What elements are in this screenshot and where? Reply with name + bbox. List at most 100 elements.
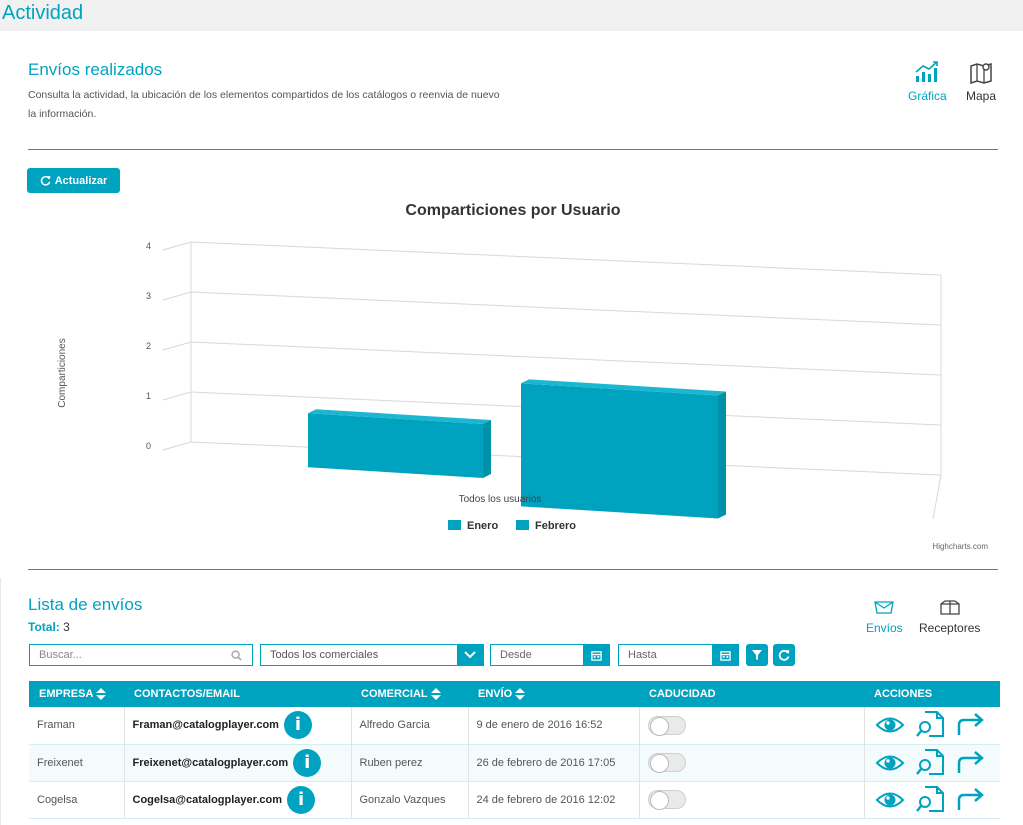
box-icon [940, 600, 960, 615]
cell-comercial: Ruben perez [351, 744, 469, 781]
y-tick-label: 1 [146, 391, 151, 401]
forward-icon [957, 787, 984, 810]
section-title: Envíos realizados [28, 60, 163, 79]
table-row: Cogelsa Cogelsa@catalogplayer.com i Gonz… [29, 781, 1000, 818]
legend-label: Enero [467, 520, 498, 532]
refresh-icon [40, 175, 51, 186]
chart-credits: Highcharts.com [932, 542, 988, 551]
date-to-input[interactable]: Hasta [618, 644, 739, 666]
document-search-icon [915, 785, 944, 812]
gridline-diagonal [162, 341, 192, 351]
panel-border [0, 578, 1, 825]
bar [521, 383, 718, 519]
expiry-toggle[interactable] [647, 790, 686, 810]
filter-icon [752, 650, 762, 660]
eye-icon [875, 717, 904, 733]
info-icon[interactable]: i [293, 748, 322, 777]
details-button[interactable] [915, 785, 945, 815]
y-tick-label: 4 [146, 241, 151, 251]
legend-label: Febrero [535, 520, 576, 532]
cell-envio: 26 de febrero de 2016 17:05 [468, 744, 640, 781]
page-title: Actividad [2, 2, 84, 24]
column-header-comercial[interactable]: COMERCIAL [351, 681, 468, 707]
view-button[interactable] [875, 714, 905, 736]
gridline [190, 341, 942, 376]
date-from-input[interactable]: Desde [490, 644, 610, 666]
column-header-acciones: ACCIONES [874, 688, 933, 700]
bar-chart-icon [915, 61, 939, 82]
table-row: Framan Framan@catalogplayer.com i Alfred… [29, 707, 1000, 744]
details-button[interactable] [915, 748, 945, 778]
bar-top [308, 409, 491, 424]
tab-receptores[interactable]: Receptores [919, 600, 980, 635]
forward-button[interactable] [955, 750, 987, 775]
email-text: Framan@catalogplayer.com [132, 719, 279, 732]
view-chart-label: Gráfica [908, 89, 947, 103]
document-search-icon [915, 711, 944, 738]
gridline-diagonal [162, 241, 192, 251]
details-button[interactable] [915, 710, 945, 740]
table-row: Freixenet Freixenet@catalogplayer.com i … [29, 744, 1000, 781]
bar-side [483, 419, 491, 478]
cell-caducidad [639, 744, 865, 781]
document-search-icon [915, 748, 944, 775]
tab-receptores-label: Receptores [919, 621, 981, 635]
search-icon [231, 650, 242, 661]
cell-empresa: Freixenet [29, 744, 125, 781]
y-tick-label: 3 [146, 291, 151, 301]
y-tick-label: 0 [146, 441, 151, 451]
eye-icon [875, 755, 904, 770]
y-tick-label: 2 [146, 341, 151, 351]
forward-icon [957, 713, 984, 736]
search-placeholder: Buscar... [39, 649, 82, 661]
cell-envio: 9 de enero de 2016 16:52 [468, 707, 640, 744]
cell-empresa: Framan [29, 707, 125, 744]
bar [308, 413, 483, 478]
column-header-email: CONTACTOS/EMAIL [134, 688, 240, 700]
top-bar: Actividad [0, 0, 1023, 31]
map-icon [970, 63, 992, 85]
view-button[interactable] [875, 789, 905, 811]
view-map-label: Mapa [966, 89, 997, 103]
total-value: 3 [63, 620, 70, 634]
chevron-down-icon [457, 645, 483, 665]
cell-envio: 24 de febrero de 2016 12:02 [468, 781, 640, 818]
view-button[interactable] [875, 752, 905, 774]
expiry-toggle[interactable] [647, 753, 686, 773]
search-input[interactable]: Buscar... [29, 644, 253, 666]
forward-button[interactable] [955, 713, 987, 737]
info-icon[interactable]: i [287, 785, 316, 814]
refresh-button[interactable]: Actualizar [27, 168, 120, 193]
eye-icon [875, 792, 904, 807]
cell-email: Freixenet@catalogplayer.com i [124, 744, 352, 781]
gridline-diagonal [162, 291, 192, 301]
cell-comercial: Alfredo Garcia [351, 707, 469, 744]
calendar-icon [712, 645, 738, 665]
filter-button[interactable] [746, 644, 768, 666]
view-map-button[interactable]: Mapa [966, 60, 996, 103]
email-text: Cogelsa@catalogplayer.com [132, 793, 283, 806]
column-header-envio[interactable]: ENVÍO [468, 681, 639, 707]
list-title: Lista de envíos [28, 595, 143, 614]
expiry-toggle[interactable] [647, 715, 686, 736]
calendar-icon [583, 645, 609, 665]
cell-caducidad [639, 781, 865, 818]
chart-title: Comparticiones por Usuario [405, 202, 620, 219]
gridline [190, 241, 942, 276]
sort-icon [96, 688, 107, 701]
info-icon[interactable]: i [284, 711, 313, 740]
forward-icon [957, 750, 984, 773]
tab-envios[interactable]: Envíos [866, 600, 903, 635]
reset-filters-button[interactable] [773, 644, 795, 666]
cell-comercial: Gonzalo Vazques [351, 781, 469, 818]
forward-button[interactable] [955, 787, 987, 812]
section-subtitle: Consulta la actividad, la ubicación de l… [28, 89, 500, 120]
column-header-empresa[interactable]: EMPRESA [29, 681, 124, 707]
floor-edge [932, 474, 942, 520]
cell-caducidad [639, 707, 865, 744]
commercial-value: Todos los comerciales [270, 649, 379, 661]
divider [28, 149, 998, 150]
cell-acciones [864, 781, 1000, 818]
commercial-select[interactable]: Todos los comerciales [260, 644, 484, 666]
view-chart-button[interactable]: Gráfica [908, 60, 947, 103]
